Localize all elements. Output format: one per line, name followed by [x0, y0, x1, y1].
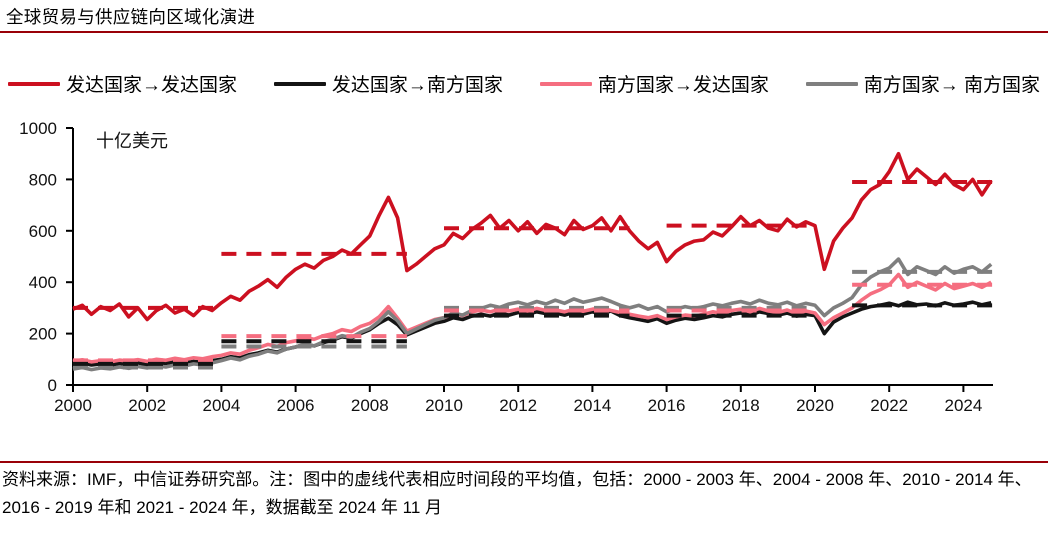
legend-line-swatch-sd	[539, 81, 592, 86]
x-tick-label: 2018	[722, 396, 760, 415]
legend-label-sd: 南方国家→发达国家	[597, 75, 769, 96]
series-line	[72, 272, 993, 364]
legend-label-dd: 发达国家→发达国家	[66, 75, 238, 96]
y-tick-label: 400	[29, 273, 57, 292]
unit-label: 十亿美元	[96, 131, 168, 151]
page-title: 全球贸易与供应链向区域化演进	[6, 7, 256, 27]
legend-line-swatch-dd	[8, 81, 60, 86]
legend-label-ds: 发达国家→南方国家	[331, 75, 503, 96]
trade-line-chart: 0 200 400 600 800 1000 2000 2002 2004 2006 2008 201…	[19, 119, 995, 415]
y-tick-label: 800	[29, 170, 57, 189]
x-tick-label: 2020	[796, 396, 834, 415]
x-tick-label: 2000	[54, 396, 92, 415]
y-tick-label: 0	[48, 376, 57, 395]
chart-legend: 发达国家→发达国家 发达国家→南方国家 南方国家→发达国家 南方国家→ 南方国家	[8, 70, 1040, 97]
y-tick-label: 200	[29, 325, 57, 344]
average-dashed-lines	[73, 179, 995, 370]
axes: 0 200 400 600 800 1000 2000 2002 2004 2006 2008 201…	[19, 119, 993, 415]
x-tick-label: 2004	[202, 396, 240, 415]
legend-item-dd: 发达国家→发达国家	[8, 70, 237, 97]
legend-item-ss: 南方国家→ 南方国家	[805, 70, 1040, 97]
x-tick-label: 2002	[128, 396, 166, 415]
x-tick-label: 2022	[870, 396, 908, 415]
source-note: 资料来源：IMF，中信证券研究部。注：图中的虚线代表相应时间段的平均值，包括：2…	[2, 470, 1032, 517]
legend-item-sd: 南方国家→发达国家	[539, 70, 769, 97]
x-tick-label: 2024	[944, 396, 982, 415]
legend-line-swatch-ds	[273, 81, 326, 86]
x-tick-label: 2016	[648, 396, 686, 415]
footer-divider	[0, 461, 1048, 463]
legend-item-ds: 发达国家→南方国家	[273, 70, 503, 97]
x-tick-label: 2008	[351, 396, 389, 415]
series-line	[72, 257, 993, 372]
x-tick-label: 2014	[573, 396, 611, 415]
legend-line-swatch-ss	[805, 81, 858, 86]
x-tick-label: 2006	[277, 396, 315, 415]
y-tick-label: 600	[29, 222, 57, 241]
x-tick-label: 2010	[425, 396, 463, 415]
y-tick-label: 1000	[19, 119, 57, 138]
legend-label-ss: 南方国家→ 南方国家	[863, 75, 1040, 96]
title-underline	[0, 31, 1048, 33]
x-tick-label: 2012	[499, 396, 537, 415]
